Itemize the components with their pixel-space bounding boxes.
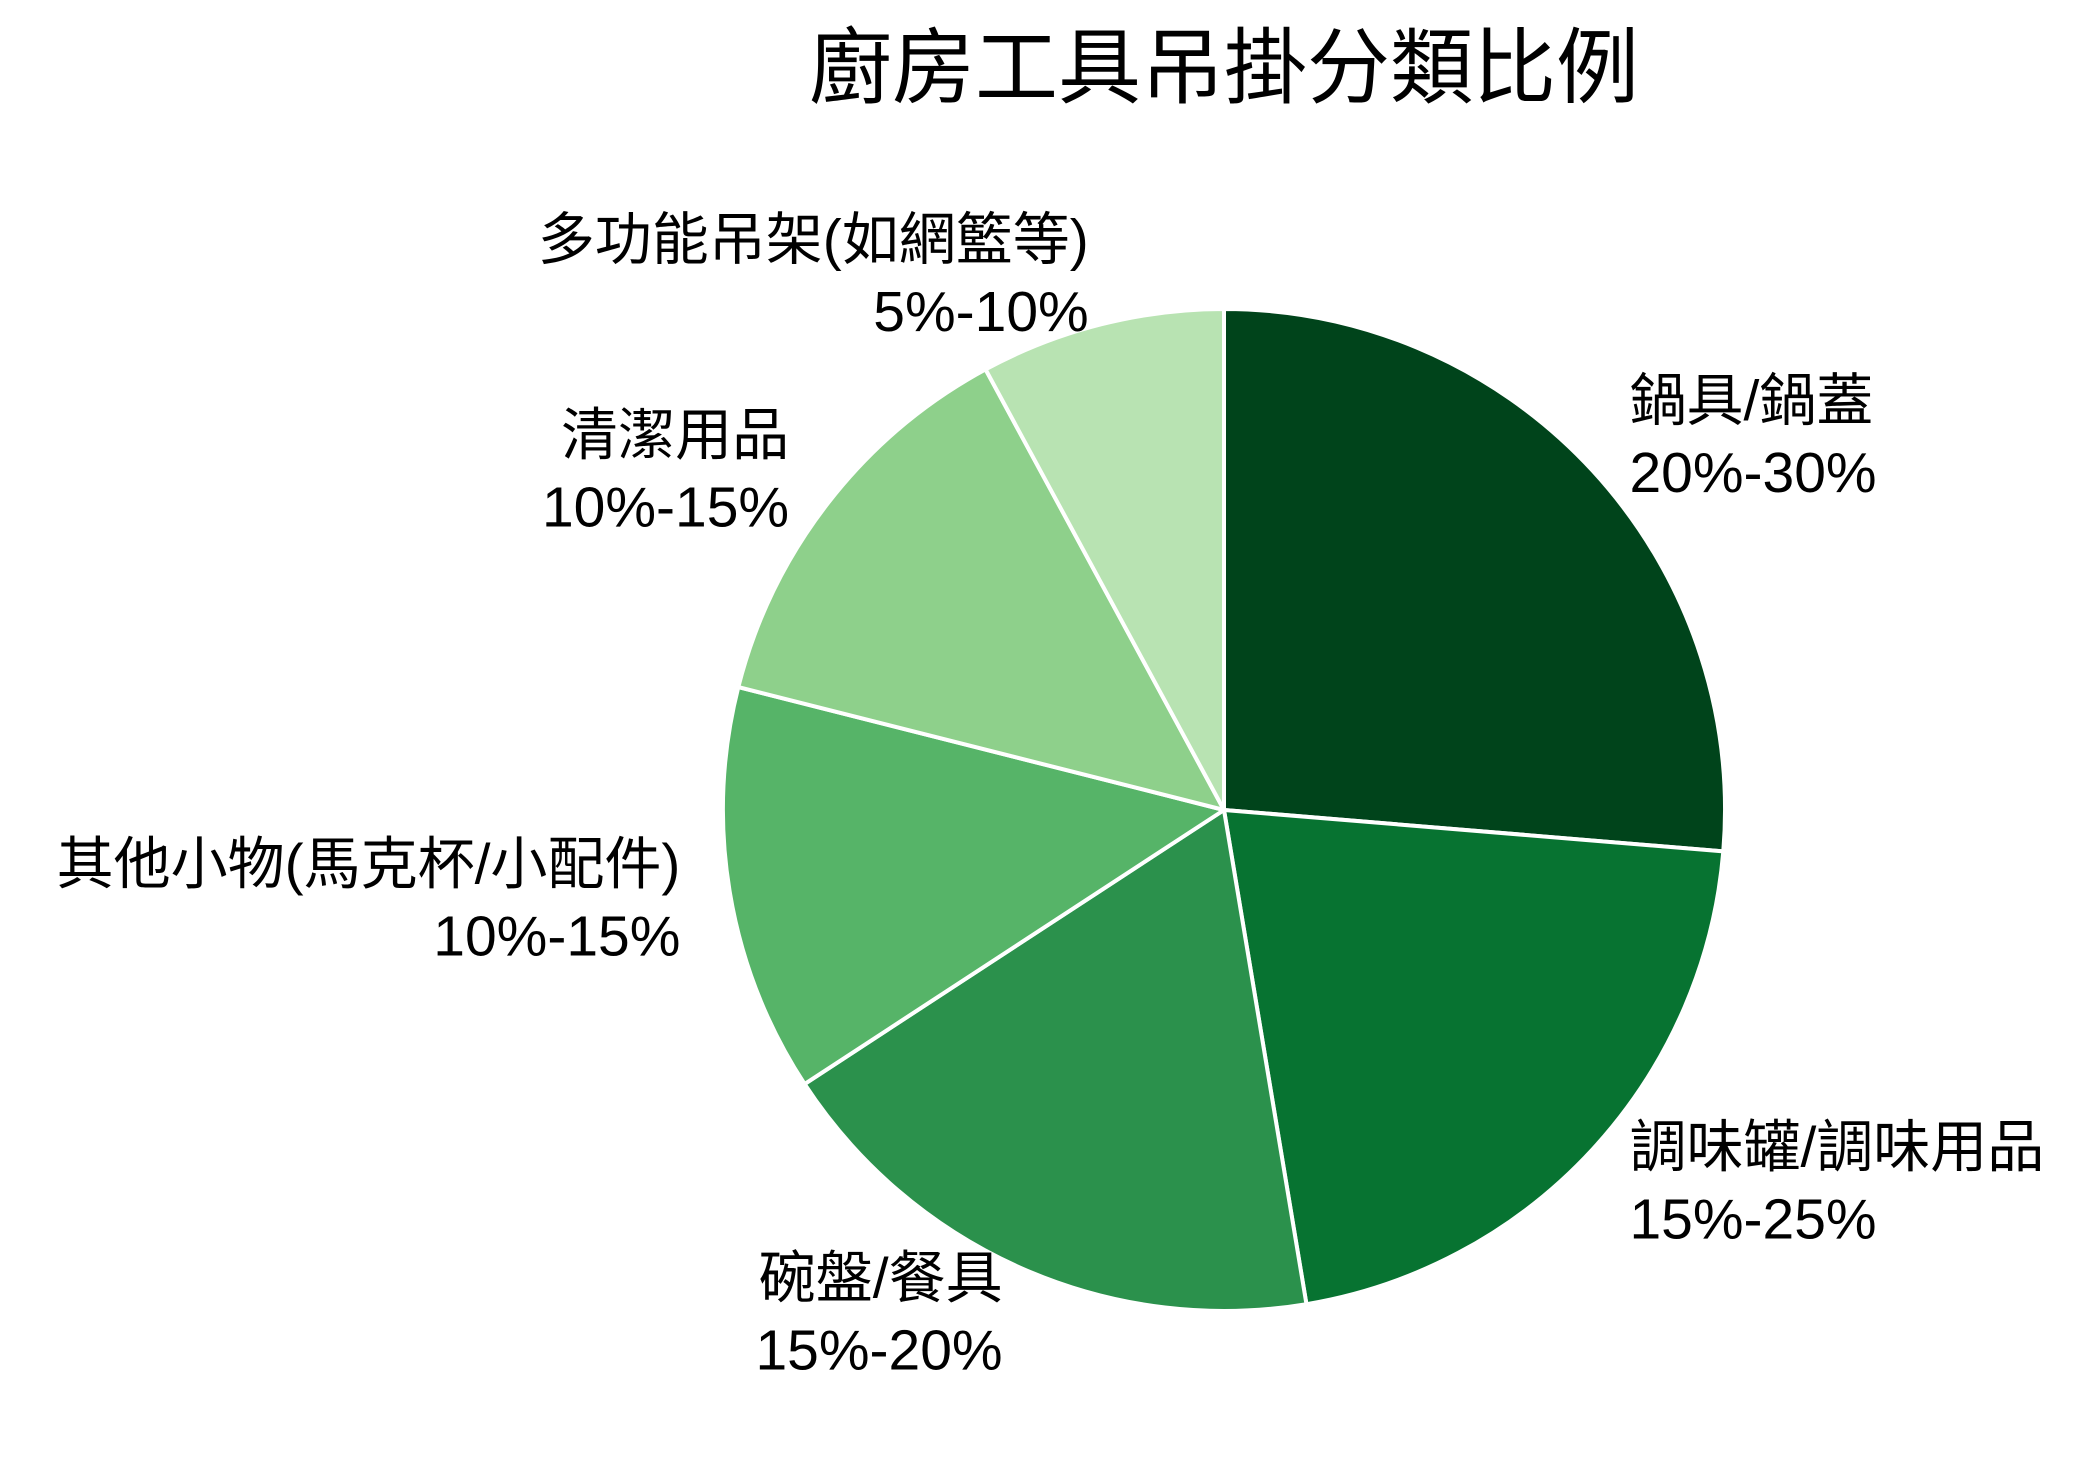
slice-range-label: 5%-10%: [873, 280, 1088, 344]
slice-range-label: 20%-30%: [1629, 441, 1876, 505]
chart-title: 廚房工具吊掛分類比例: [809, 22, 1639, 115]
slice-category-label: 調味罐/調味用品: [1629, 1115, 2044, 1179]
slice-label-2: 調味罐/調味用品 15%-25%: [1629, 1115, 2044, 1251]
pie-slice-6: [983, 307, 1226, 812]
slice-label-4: 其他小物(馬克杯/小配件) 10%-15%: [57, 833, 681, 969]
pie-slice-1: [1222, 307, 1727, 854]
slice-label-1: 鍋具/鍋蓋 20%-30%: [1629, 369, 1876, 505]
slice-range-label: 15%-20%: [755, 1319, 1002, 1383]
pie-labels: 鍋具/鍋蓋 20%-30% 調味罐/調味用品 15%-25% 碗盤/餐具 15%-20% 其…: [57, 208, 2045, 1383]
pie-slice-2: [1222, 808, 1726, 1307]
pie-slice-3: [802, 808, 1309, 1313]
slice-range-label: 15%-25%: [1629, 1187, 1876, 1251]
pie-slice-5: [736, 367, 1226, 812]
slice-range-label: 10%-15%: [433, 905, 680, 969]
pie-wedges: [721, 307, 1727, 1313]
slice-label-3: 碗盤/餐具 15%-20%: [755, 1247, 1002, 1383]
slice-category-label: 其他小物(馬克杯/小配件): [57, 833, 681, 897]
pie-slice-4: [721, 685, 1226, 1087]
slice-category-label: 碗盤/餐具: [759, 1247, 1003, 1311]
slice-category-label: 多功能吊架(如網籃等): [538, 208, 1089, 272]
slice-category-label: 鍋具/鍋蓋: [1629, 369, 1873, 433]
slice-category-label: 清潔用品: [561, 404, 789, 468]
slice-label-6: 多功能吊架(如網籃等) 5%-10%: [538, 208, 1089, 344]
slice-range-label: 10%-15%: [542, 476, 789, 540]
slice-label-5: 清潔用品 10%-15%: [542, 404, 789, 540]
